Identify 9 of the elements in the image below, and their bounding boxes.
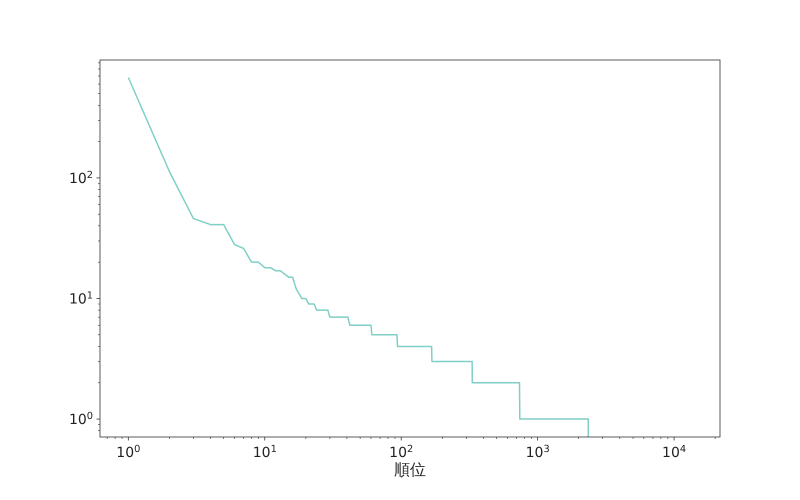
y-tick-label: 10$^{2}$	[68, 169, 93, 187]
x-axis-title: 順位	[394, 460, 426, 479]
x-tick-label: 10$^{0}$	[116, 444, 140, 461]
y-tick-label: 10$^{1}$	[68, 290, 93, 308]
x-tick-label: 10$^{3}$	[526, 444, 550, 461]
y-tick-label: 10$^{0}$	[68, 410, 93, 428]
x-tick-label: 10$^{4}$	[662, 444, 686, 461]
x-tick-label: 10$^{1}$	[252, 444, 277, 461]
x-tick-label: 10$^{2}$	[389, 444, 414, 461]
